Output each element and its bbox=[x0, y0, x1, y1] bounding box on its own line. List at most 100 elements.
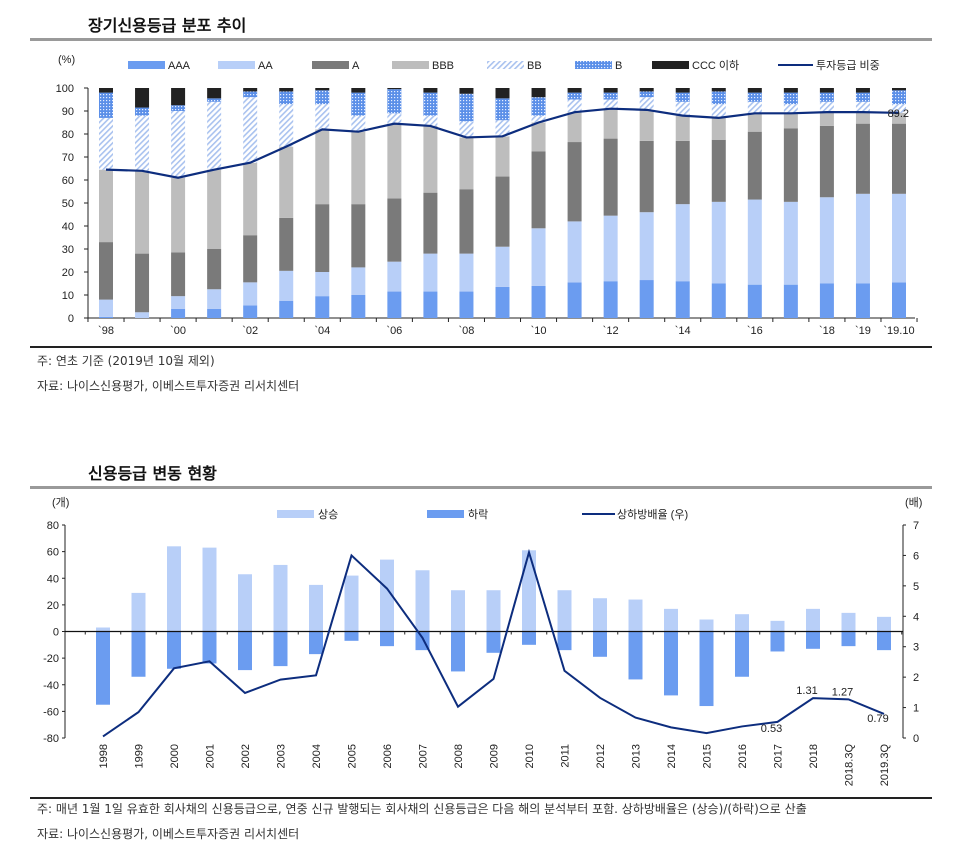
bar-aa bbox=[747, 199, 762, 285]
bar-bbb bbox=[387, 123, 402, 199]
bar-ccc-이하 bbox=[315, 88, 330, 91]
bar-aaa bbox=[171, 308, 186, 318]
bar-bbb bbox=[279, 146, 294, 218]
bar-bbb bbox=[855, 112, 870, 124]
bar-상승 bbox=[806, 608, 820, 632]
bar-ccc-이하 bbox=[387, 88, 402, 90]
bar-aaa bbox=[711, 283, 726, 318]
x-tick-label: 2013 bbox=[631, 744, 643, 768]
bar-a bbox=[639, 140, 654, 213]
y-tick-label: 80 bbox=[47, 520, 59, 532]
x-tick-label: 2010 bbox=[524, 744, 536, 768]
bar-ccc-이하 bbox=[99, 88, 113, 93]
bar-bb bbox=[783, 104, 798, 114]
y2-tick-label: 0 bbox=[913, 733, 919, 745]
ratio-data-label: 0.53 bbox=[761, 723, 782, 735]
bar-aa bbox=[171, 296, 186, 309]
chart1-title: 장기신용등급 분포 추이 bbox=[88, 16, 247, 35]
bar-a bbox=[567, 142, 582, 222]
bar-상승 bbox=[699, 619, 714, 632]
legend-label: 상하방배율 (우) bbox=[617, 507, 688, 521]
x-tick-label: `16 bbox=[747, 325, 763, 337]
bar-a bbox=[531, 151, 546, 229]
bar-aa bbox=[639, 212, 654, 281]
y-tick-label: -80 bbox=[43, 733, 59, 745]
bar-aa bbox=[819, 197, 834, 284]
bar-aaa bbox=[747, 284, 762, 318]
bar-상승 bbox=[202, 547, 217, 632]
bar-ccc-이하 bbox=[819, 88, 834, 93]
bar-ccc-이하 bbox=[603, 88, 618, 93]
bar-aaa bbox=[243, 305, 258, 318]
investment-grade-line bbox=[105, 107, 900, 179]
chart1-title-rule bbox=[30, 38, 932, 41]
x-tick-label: 1998 bbox=[98, 744, 110, 768]
x-tick-label: `19 bbox=[855, 325, 871, 337]
y-tick-label: 90 bbox=[62, 106, 74, 118]
bar-b bbox=[783, 92, 798, 105]
chart2-note: 주: 매년 1월 1일 유효한 회사채의 신용등급으로, 연중 신규 발행되는 … bbox=[37, 802, 807, 816]
x-tick-label: 2009 bbox=[489, 744, 501, 768]
bar-aaa bbox=[892, 282, 906, 318]
bar-하락 bbox=[344, 631, 359, 641]
bar-b bbox=[171, 105, 186, 111]
ratio-data-label: 1.31 bbox=[796, 685, 817, 697]
y-tick-label: 0 bbox=[68, 313, 74, 325]
y-tick-label: 80 bbox=[62, 129, 74, 141]
bar-aaa bbox=[207, 308, 222, 318]
y2-tick-label: 1 bbox=[913, 703, 919, 715]
bar-a bbox=[675, 140, 690, 205]
legend-swatch bbox=[575, 61, 612, 69]
bar-aaa bbox=[783, 284, 798, 318]
bar-bbb bbox=[711, 117, 726, 140]
bar-bbb bbox=[495, 136, 510, 177]
bar-aaa bbox=[531, 285, 546, 318]
bar-ccc-이하 bbox=[459, 88, 474, 94]
bar-상승 bbox=[273, 564, 288, 632]
bar-a bbox=[459, 189, 474, 254]
bar-bbb bbox=[675, 115, 690, 141]
bar-b bbox=[567, 92, 582, 100]
bar-ccc-이하 bbox=[639, 88, 654, 92]
x-tick-label: `98 bbox=[98, 325, 114, 337]
bar-aaa bbox=[495, 286, 510, 318]
bar-b bbox=[459, 93, 474, 122]
bar-a bbox=[892, 123, 906, 194]
bar-b bbox=[387, 89, 402, 114]
bar-aa bbox=[315, 272, 330, 297]
y2-tick-label: 3 bbox=[913, 642, 919, 654]
bar-ccc-이하 bbox=[747, 88, 762, 93]
bar-ccc-이하 bbox=[495, 88, 510, 99]
legend-label: AAA bbox=[168, 60, 191, 72]
bar-a bbox=[783, 128, 798, 202]
bar-하락 bbox=[806, 631, 820, 649]
bar-하락 bbox=[486, 631, 501, 653]
bar-bbb bbox=[567, 112, 582, 143]
bar-하락 bbox=[380, 631, 394, 647]
bar-하락 bbox=[522, 631, 536, 645]
bar-bbb bbox=[747, 113, 762, 132]
x-tick-label: `12 bbox=[603, 325, 619, 337]
bar-bb bbox=[531, 115, 546, 123]
bar-aa bbox=[495, 246, 510, 287]
y2-tick-label: 5 bbox=[913, 581, 919, 593]
bar-b bbox=[207, 98, 222, 102]
x-tick-label: 2012 bbox=[595, 744, 607, 768]
legend-label: A bbox=[352, 60, 360, 72]
bar-상승 bbox=[770, 620, 785, 632]
bar-aa bbox=[243, 282, 258, 306]
bar-bb bbox=[459, 121, 474, 138]
bar-상승 bbox=[557, 590, 572, 632]
bar-b bbox=[675, 92, 690, 102]
x-tick-label: 2018 bbox=[808, 744, 820, 768]
legend-swatch bbox=[128, 61, 165, 69]
bar-bb bbox=[711, 104, 726, 118]
bar-b bbox=[243, 91, 258, 98]
legend-label: 상승 bbox=[318, 508, 338, 521]
chart2-source: 자료: 나이스신용평가, 이베스트투자증권 리서치센터 bbox=[37, 827, 300, 841]
bar-aa bbox=[855, 193, 870, 284]
x-tick-label: 2005 bbox=[347, 744, 359, 768]
x-tick-label: 2018.3Q bbox=[844, 744, 856, 787]
bar-bb bbox=[279, 104, 294, 147]
bar-ccc-이하 bbox=[855, 88, 870, 93]
